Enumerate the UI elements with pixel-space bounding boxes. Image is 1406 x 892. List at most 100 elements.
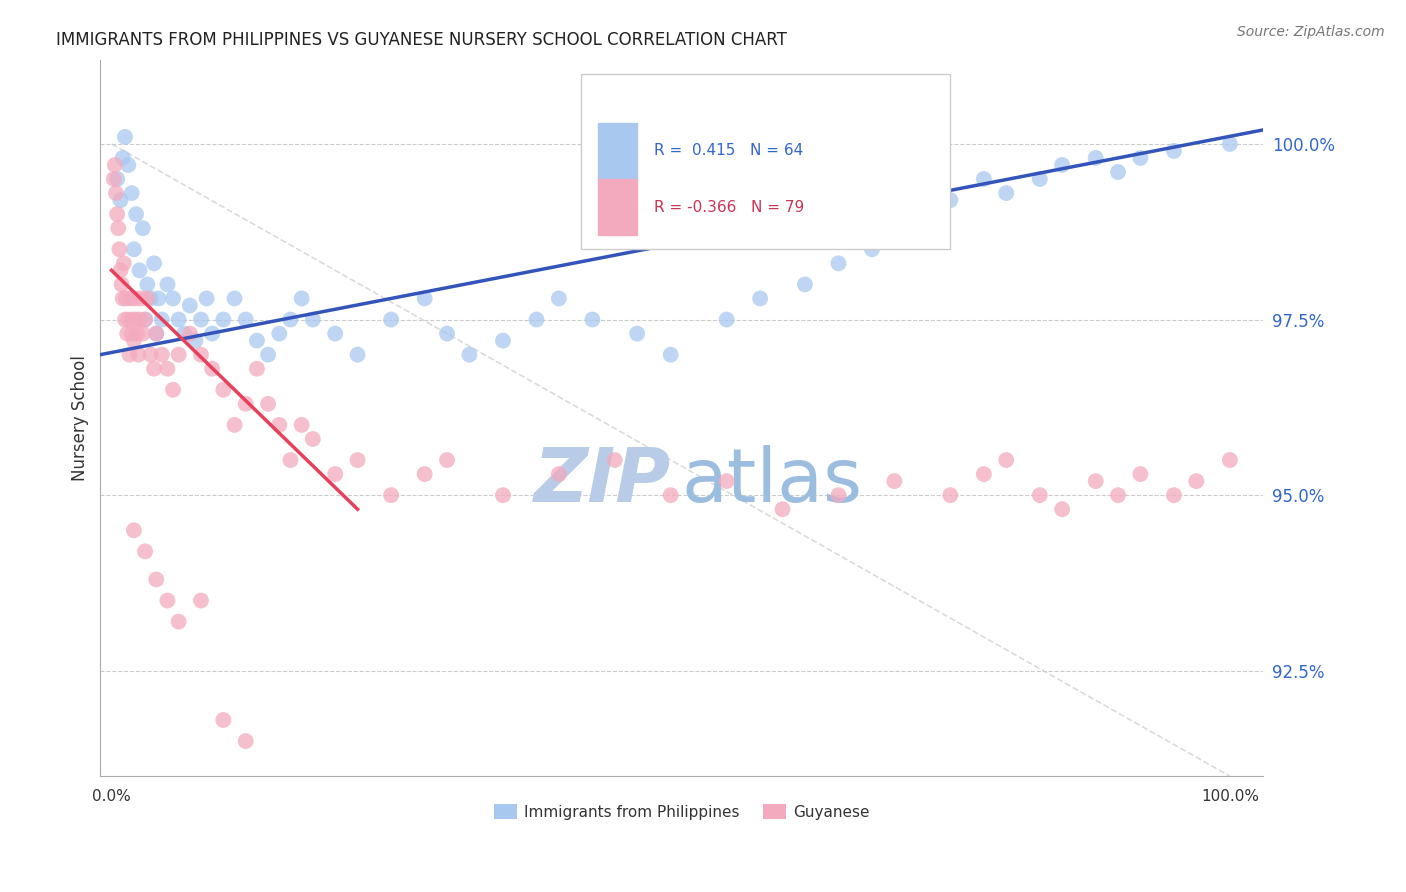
Point [139, 348, 162, 362]
Point [156, 361, 179, 376]
Point [105, 207, 128, 221]
Point [1219, 453, 1241, 467]
Point [125, 312, 148, 326]
Point [257, 348, 280, 362]
Point [103, 172, 125, 186]
Point [132, 221, 155, 235]
Point [179, 326, 201, 341]
Point [112, 256, 135, 270]
Point [132, 326, 155, 341]
Point [128, 263, 150, 277]
Point [659, 488, 682, 502]
Point [772, 502, 794, 516]
Point [323, 326, 346, 341]
Point [107, 221, 129, 235]
Point [139, 292, 162, 306]
Point [156, 277, 179, 292]
Point [827, 488, 849, 502]
Point [108, 242, 131, 256]
Text: R = -0.366   N = 79: R = -0.366 N = 79 [654, 200, 804, 215]
Point [1107, 165, 1129, 179]
Point [749, 292, 772, 306]
Point [136, 277, 159, 292]
Point [104, 158, 127, 172]
Point [1163, 488, 1185, 502]
Point [291, 417, 314, 432]
Point [145, 326, 167, 341]
Point [346, 453, 368, 467]
Text: IMMIGRANTS FROM PHILIPPINES VS GUYANESE NURSERY SCHOOL CORRELATION CHART: IMMIGRANTS FROM PHILIPPINES VS GUYANESE … [56, 31, 787, 49]
Point [110, 263, 132, 277]
FancyBboxPatch shape [581, 74, 950, 249]
Point [115, 326, 138, 341]
Point [127, 326, 149, 341]
Point [212, 312, 235, 326]
Point [995, 453, 1018, 467]
Point [167, 312, 190, 326]
Point [129, 292, 152, 306]
Point [212, 383, 235, 397]
Point [150, 348, 173, 362]
Point [110, 277, 132, 292]
Point [235, 312, 257, 326]
Point [136, 292, 159, 306]
Point [184, 334, 207, 348]
Point [860, 242, 883, 256]
Point [148, 292, 170, 306]
Point [121, 312, 143, 326]
Point [134, 312, 156, 326]
Point [1029, 488, 1052, 502]
Point [143, 361, 166, 376]
Point [145, 573, 167, 587]
Point [1219, 136, 1241, 151]
Point [115, 292, 138, 306]
Point [145, 326, 167, 341]
Point [246, 361, 269, 376]
Point [134, 544, 156, 558]
Point [716, 312, 738, 326]
Point [547, 467, 569, 481]
Point [1107, 488, 1129, 502]
Point [124, 292, 146, 306]
Point [1050, 502, 1073, 516]
Point [626, 326, 648, 341]
Point [939, 488, 962, 502]
Point [195, 292, 218, 306]
Point [323, 467, 346, 481]
Point [120, 292, 142, 306]
Point [302, 432, 325, 446]
Point [939, 193, 962, 207]
Point [883, 474, 905, 488]
Point [269, 417, 291, 432]
Y-axis label: Nursery School: Nursery School [72, 355, 89, 481]
Point [111, 292, 134, 306]
Text: Source: ZipAtlas.com: Source: ZipAtlas.com [1237, 25, 1385, 39]
Point [224, 292, 246, 306]
Point [291, 292, 314, 306]
Point [179, 298, 201, 312]
Point [1163, 144, 1185, 158]
Point [156, 593, 179, 607]
Point [603, 453, 626, 467]
Point [1029, 172, 1052, 186]
Point [114, 129, 136, 144]
Point [125, 207, 148, 221]
Point [995, 186, 1018, 200]
Point [122, 334, 145, 348]
Point [246, 334, 269, 348]
Text: atlas: atlas [682, 444, 863, 517]
Point [492, 334, 515, 348]
Bar [598, 123, 637, 179]
Point [121, 186, 143, 200]
Point [1050, 158, 1073, 172]
Point [201, 361, 224, 376]
Point [162, 383, 184, 397]
Point [117, 312, 139, 326]
Point [346, 348, 368, 362]
Point [257, 397, 280, 411]
Point [134, 312, 156, 326]
Point [105, 172, 128, 186]
Point [190, 348, 212, 362]
Point [121, 326, 143, 341]
Point [212, 713, 235, 727]
